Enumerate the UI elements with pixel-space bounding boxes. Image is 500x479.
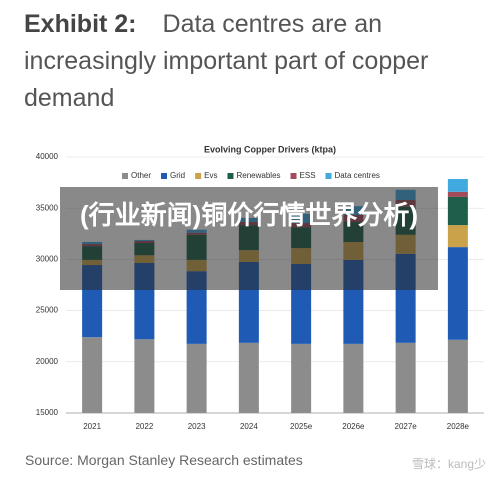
legend-swatch — [227, 173, 234, 179]
y-tick-label: 35000 — [36, 203, 59, 212]
legend-swatch — [290, 173, 297, 179]
x-tick-label: 2022 — [135, 422, 153, 431]
x-tick-label: 2021 — [83, 422, 101, 431]
bar-segment — [238, 342, 259, 413]
legend-swatch — [195, 173, 202, 179]
heading: Exhibit 2: Data centres are an increasing… — [24, 6, 484, 117]
bar-segment — [134, 339, 155, 413]
x-tick-label: 2028e — [447, 422, 470, 431]
legend-label: ESS — [300, 171, 316, 180]
x-tick-label: 2026e — [342, 422, 365, 431]
y-tick-label: 30000 — [36, 255, 59, 264]
bar-segment — [447, 191, 468, 197]
x-tick-label: 2023 — [188, 422, 206, 431]
bar-segment — [447, 196, 468, 226]
legend-label: Data centres — [335, 171, 380, 180]
legend-label: Other — [131, 171, 151, 180]
x-tick-label: 2024 — [240, 422, 258, 431]
source-note: Source: Morgan Stanley Research estimate… — [25, 452, 303, 468]
legend-label: Grid — [170, 171, 185, 180]
exhibit-label: Exhibit 2: — [24, 10, 137, 38]
y-tick-label: 40000 — [36, 152, 59, 161]
bar-segment — [186, 343, 207, 413]
legend-label: Evs — [204, 171, 217, 180]
bar-segment — [395, 342, 416, 413]
y-tick-label: 25000 — [36, 306, 59, 315]
legend-label: Renewables — [236, 171, 280, 180]
exhibit-title: Data centres are an increasingly importa… — [24, 10, 429, 112]
x-tick-label: 2027e — [395, 422, 418, 431]
bar-segment — [447, 225, 468, 248]
chart-title: Evolving Copper Drivers (ktpa) — [204, 144, 336, 154]
bar-segment — [447, 247, 468, 340]
legend-swatch — [161, 173, 168, 179]
y-tick-label: 15000 — [36, 408, 59, 417]
legend-swatch — [122, 173, 128, 179]
x-tick-label: 2025e — [290, 422, 313, 431]
bar-segment — [447, 339, 468, 413]
watermark: 雪球：kang少 — [411, 457, 486, 471]
overlay-banner: (行业新闻)铜价行情世界分析) — [60, 187, 438, 290]
legend-swatch — [325, 173, 332, 179]
bar-segment — [447, 179, 468, 192]
bar-segment — [82, 337, 103, 413]
bar-segment — [291, 343, 312, 413]
y-tick-label: 20000 — [36, 357, 59, 366]
bar-segment — [343, 343, 364, 413]
